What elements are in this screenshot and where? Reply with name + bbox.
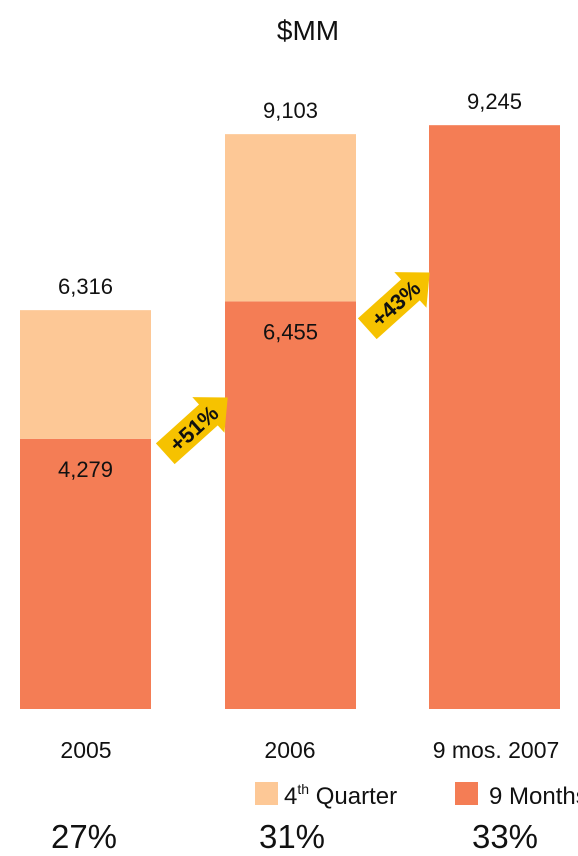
bar-4th-quarter-2006 [225,134,356,302]
total-label-2006: 9,103 [263,98,318,123]
footer-percentage: 33% [472,818,538,855]
x-axis-label: 2005 [60,737,111,763]
growth-arrow-shape [357,272,430,340]
total-label-9-mos-2007: 9,245 [467,89,522,114]
legend-label-4th-quarter: 4th Quarter [284,781,397,810]
bar-9-months-9-mos-2007 [429,125,560,710]
footer-percentage: 31% [259,818,325,855]
legend-swatch-9-months [455,782,478,805]
chart-title: $MM [277,15,339,46]
x-axis-label: 9 mos. 2007 [433,737,560,763]
nine-months-label-2006: 6,455 [263,319,318,344]
bars-group: 6,316 4,279 9,103 6,455 9,245 [20,89,560,710]
legend-label-9-months: 9 Months [489,783,578,810]
total-label-2005: 6,316 [58,274,113,299]
x-axis-labels: 2005 2006 9 mos. 2007 [60,737,559,763]
bar-9-months-2005 [20,438,151,709]
footer-percentage: 27% [51,818,117,855]
bar-9-months-2006 [225,301,356,709]
bar-4th-quarter-2005 [20,310,151,439]
legend: 4th Quarter 9 Months [255,781,578,810]
growth-arrow-shape [155,397,228,465]
footer-percentages: 27% 31% 33% [51,818,538,855]
x-axis-label: 2006 [264,737,315,763]
nine-months-label-2005: 4,279 [58,457,113,482]
legend-swatch-4th-quarter [255,782,278,805]
